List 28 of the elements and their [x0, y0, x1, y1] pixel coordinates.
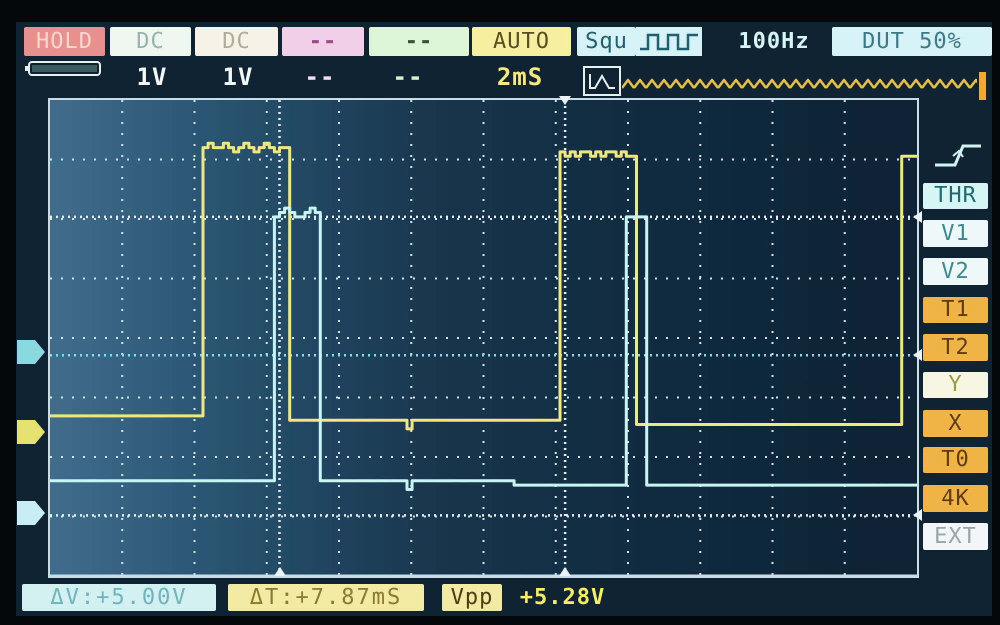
text: +5.28V — [518, 584, 606, 611]
text: -- — [392, 62, 424, 93]
text: 100Hz — [737, 28, 811, 56]
text: -- — [369, 27, 469, 56]
text: -- — [304, 62, 336, 93]
text: THR — [923, 183, 988, 209]
text: EXT — [923, 523, 988, 550]
text: T2 — [923, 334, 988, 361]
text: DC — [195, 27, 278, 56]
text: 4K — [923, 485, 988, 512]
text: 2mS — [496, 62, 544, 93]
text: DUT 50% — [832, 27, 992, 56]
text: AUTO — [472, 27, 571, 56]
text: Vpp — [442, 584, 502, 611]
text: -- — [282, 27, 364, 56]
text: DC — [110, 27, 191, 56]
text: 1V — [136, 62, 168, 93]
text: ΔT:+7.87mS — [228, 584, 424, 611]
text: Squ — [577, 27, 636, 56]
text: T1 — [923, 297, 988, 323]
text: V1 — [923, 220, 988, 247]
text: HOLD — [24, 27, 105, 56]
text: V2 — [923, 258, 988, 285]
text: ΔV:+5.00V — [22, 584, 216, 611]
text: T0 — [923, 447, 988, 473]
text: 1V — [222, 62, 254, 93]
text: Y — [923, 372, 988, 398]
text: X — [923, 410, 988, 437]
